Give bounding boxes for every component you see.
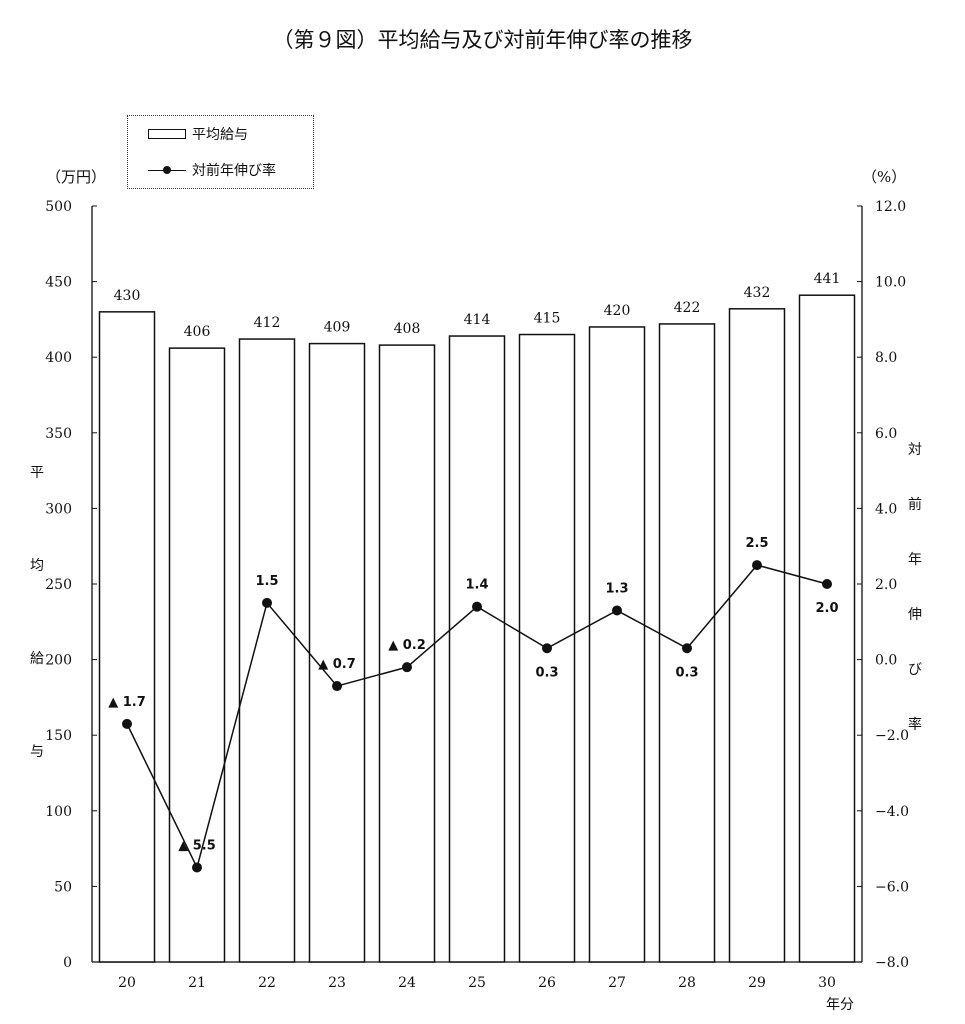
legend-item-line: 対前年伸び率 <box>148 160 276 180</box>
right-axis-tick-label: −8.0 <box>875 955 909 971</box>
axis-label-char: 給 <box>30 651 44 667</box>
right-axis-tick-label: 2.0 <box>875 577 897 593</box>
axis-label-char: 対 <box>908 442 922 458</box>
growth-rate-point <box>472 601 482 612</box>
left-axis-tick-label: 350 <box>45 426 72 442</box>
bar-value-label: 414 <box>464 312 491 328</box>
legend-line-label: 対前年伸び率 <box>192 163 276 179</box>
right-axis-tick-label: −2.0 <box>875 728 909 744</box>
x-axis-tick-label: 29 <box>748 975 766 991</box>
bar-value-label: 420 <box>604 303 631 319</box>
left-axis-tick-label: 250 <box>45 577 72 593</box>
growth-rate-point <box>682 643 692 654</box>
growth-rate-value-label: 0.3 <box>675 665 698 680</box>
x-axis-tick-label: 25 <box>468 975 486 991</box>
left-axis-tick-label: 500 <box>45 199 72 215</box>
growth-rate-value-label: ▲ 0.2 <box>388 638 426 653</box>
bar <box>168 347 226 963</box>
growth-rate-value-label: 2.5 <box>745 536 768 551</box>
right-axis-tick-label: 10.0 <box>875 275 906 291</box>
left-axis-tick-label: 150 <box>45 728 72 744</box>
legend-line-swatch <box>148 165 186 175</box>
growth-rate-point <box>612 605 622 616</box>
bar <box>98 311 156 963</box>
left-axis-tick-label: 450 <box>45 275 72 291</box>
growth-rate-point <box>542 643 552 654</box>
growth-rate-point <box>262 597 272 608</box>
growth-rate-point <box>752 560 762 571</box>
axis-label-char: び <box>908 662 922 678</box>
right-axis-tick-label: 8.0 <box>875 350 897 366</box>
x-axis-tick-label: 24 <box>398 975 416 991</box>
legend-item-bar: 平均給与 <box>148 124 248 144</box>
axis-label-char: 前 <box>908 497 922 513</box>
right-axis-tick-label: −6.0 <box>875 879 909 895</box>
growth-rate-point <box>822 579 832 589</box>
bar-value-label: 441 <box>814 271 841 287</box>
axis-label-char: 年 <box>908 552 922 568</box>
bar <box>238 338 296 963</box>
right-axis-unit: （%） <box>862 168 907 186</box>
right-axis-tick-label: 12.0 <box>875 199 906 215</box>
left-axis-tick-label: 200 <box>45 653 72 669</box>
bar <box>728 308 786 963</box>
growth-rate-value-label: 2.0 <box>815 601 838 616</box>
left-axis-unit: （万円） <box>46 168 107 186</box>
legend: 平均給与 対前年伸び率 <box>127 115 314 189</box>
x-axis-tick-label: 22 <box>258 975 276 991</box>
axis-label-char: 率 <box>908 717 922 733</box>
growth-rate-value-label: 1.3 <box>605 581 628 596</box>
right-axis-tick-label: −4.0 <box>875 804 909 820</box>
bar <box>588 326 646 963</box>
left-axis-tick-label: 400 <box>45 350 72 366</box>
x-axis-tick-label: 23 <box>328 975 346 991</box>
bar <box>308 342 366 963</box>
growth-rate-point <box>122 718 132 729</box>
axis-label-char: 伸 <box>908 607 922 623</box>
x-axis-tick-label: 27 <box>608 975 626 991</box>
bar-value-label: 408 <box>394 321 421 337</box>
legend-bar-label: 平均給与 <box>192 127 248 143</box>
x-axis-tick-label: 30 <box>818 975 836 991</box>
legend-bar-swatch <box>148 129 186 139</box>
bar-value-label: 412 <box>254 315 281 331</box>
bar <box>658 323 716 963</box>
left-axis-tick-label: 100 <box>45 804 72 820</box>
growth-rate-value-label: ▲ 0.7 <box>318 657 356 672</box>
bar <box>378 344 436 963</box>
left-axis-tick-label: 300 <box>45 501 72 517</box>
bar-value-label: 432 <box>744 285 771 301</box>
right-axis-tick-label: 6.0 <box>875 426 897 442</box>
bar-value-label: 430 <box>114 288 141 304</box>
x-axis-tick-label: 21 <box>188 975 206 991</box>
growth-rate-value-label: 0.3 <box>535 665 558 680</box>
bar-value-label: 406 <box>184 324 211 340</box>
growth-rate-point <box>192 862 202 873</box>
bar <box>798 294 856 963</box>
x-axis-tick-label: 26 <box>538 975 556 991</box>
right-axis-tick-label: 0.0 <box>875 653 897 669</box>
growth-rate-point <box>402 662 412 673</box>
growth-rate-value-label: ▲ 5.5 <box>178 839 216 854</box>
growth-rate-value-label: 1.4 <box>465 578 488 593</box>
x-axis-tick-label: 20 <box>118 975 136 991</box>
axis-label-char: 平 <box>30 465 44 481</box>
x-axis-unit: 年分 <box>826 997 854 1013</box>
chart-title: （第９図）平均給与及び対前年伸び率の推移 <box>272 28 693 52</box>
bar-value-label: 409 <box>324 320 351 336</box>
right-axis-tick-label: 4.0 <box>875 501 897 517</box>
growth-rate-value-label: ▲ 1.7 <box>108 695 146 710</box>
growth-rate-point <box>332 681 342 692</box>
bar-value-label: 422 <box>674 300 701 316</box>
growth-rate-value-label: 1.5 <box>255 574 278 589</box>
left-axis-tick-label: 50 <box>54 879 72 895</box>
x-axis-tick-label: 28 <box>678 975 696 991</box>
axis-label-char: 与 <box>30 744 44 760</box>
bar <box>448 335 506 963</box>
left-axis-tick-label: 0 <box>63 955 72 971</box>
axis-label-char: 均 <box>30 558 44 574</box>
bar-value-label: 415 <box>534 311 561 327</box>
